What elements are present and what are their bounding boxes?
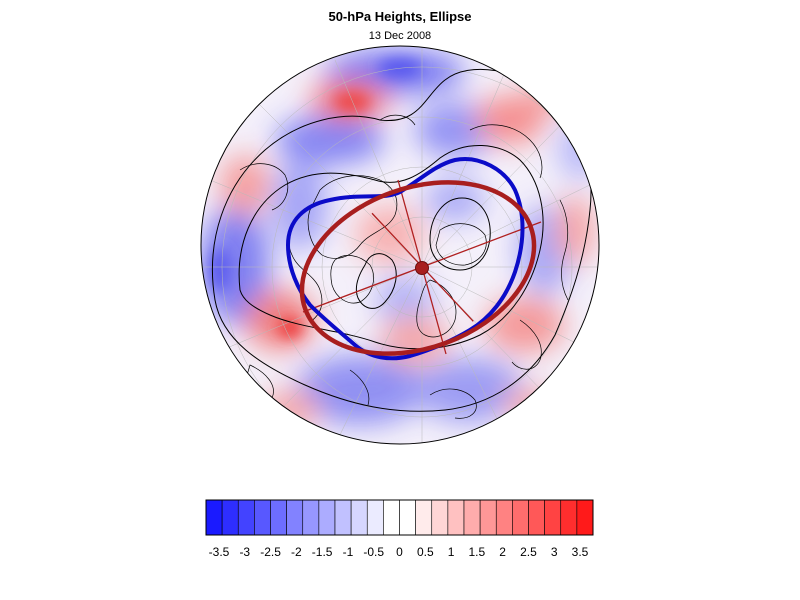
colorbar-tick-label: 2.5 xyxy=(520,545,537,559)
colorbar-swatch xyxy=(447,499,465,536)
colorbar-swatch xyxy=(270,499,287,536)
colorbar-swatch xyxy=(350,499,368,536)
colorbar-swatch xyxy=(576,499,594,536)
colorbar-swatch xyxy=(383,499,400,536)
colorbar-swatch xyxy=(237,499,255,536)
map-title: 50-hPa Heights, Ellipse xyxy=(328,9,472,24)
colorbar-swatch xyxy=(205,499,223,536)
colorbar-swatch xyxy=(399,499,416,536)
colorbar-tick-label: 3.5 xyxy=(572,545,589,559)
colorbar-tick-label: 3 xyxy=(551,545,558,559)
colorbar-swatch xyxy=(221,499,239,536)
vortex-centroid xyxy=(415,261,429,275)
colorbar-swatch xyxy=(334,499,352,536)
colorbar-tick-label: 2 xyxy=(499,545,506,559)
colorbar-tick-label: -2.5 xyxy=(260,545,281,559)
colorbar-tick-label: -2 xyxy=(291,545,302,559)
colorbar-swatch xyxy=(544,499,562,536)
colorbar-swatch xyxy=(495,499,513,536)
globe-border xyxy=(200,45,600,445)
colorbar-tick-label: 1 xyxy=(448,545,455,559)
colorbar-swatch xyxy=(560,499,578,536)
colorbar-swatch xyxy=(286,499,304,536)
colorbar-swatch xyxy=(318,499,336,536)
map-subtitle: 13 Dec 2008 xyxy=(368,30,432,42)
colorbar-swatch xyxy=(463,499,481,536)
colorbar-frame xyxy=(205,499,594,536)
colorbar-swatch xyxy=(366,499,384,536)
colorbar-labels: -3.5 -3 -2.5 -2 -1.5 -1 -0.5 0 0.5 1 1.5 2 2.5 3 3.5 xyxy=(209,545,589,559)
colorbar-tick-label: -3 xyxy=(239,545,250,559)
colorbar-swatch xyxy=(512,499,529,536)
colorbar-swatch xyxy=(302,499,320,536)
colorbar-swatch xyxy=(479,499,497,536)
colorbar-tick-label: -1.5 xyxy=(312,545,333,559)
colorbar-swatch xyxy=(254,499,271,536)
fitted-ellipse xyxy=(299,180,537,356)
colorbar-tick-label: 1.5 xyxy=(469,545,486,559)
colorbar-swatch xyxy=(528,499,545,536)
colorbar-tick-label: 0 xyxy=(396,545,403,559)
colorbar-swatch xyxy=(431,499,449,536)
colorbar-tick-label: -3.5 xyxy=(209,545,230,559)
colorbar-tick-label: 0.5 xyxy=(417,545,434,559)
colorbar-tick-label: -0.5 xyxy=(363,545,384,559)
colorbar-tick-label: -1 xyxy=(343,545,354,559)
colorbar-swatch xyxy=(415,499,433,536)
colorbar-swatches xyxy=(205,499,594,536)
